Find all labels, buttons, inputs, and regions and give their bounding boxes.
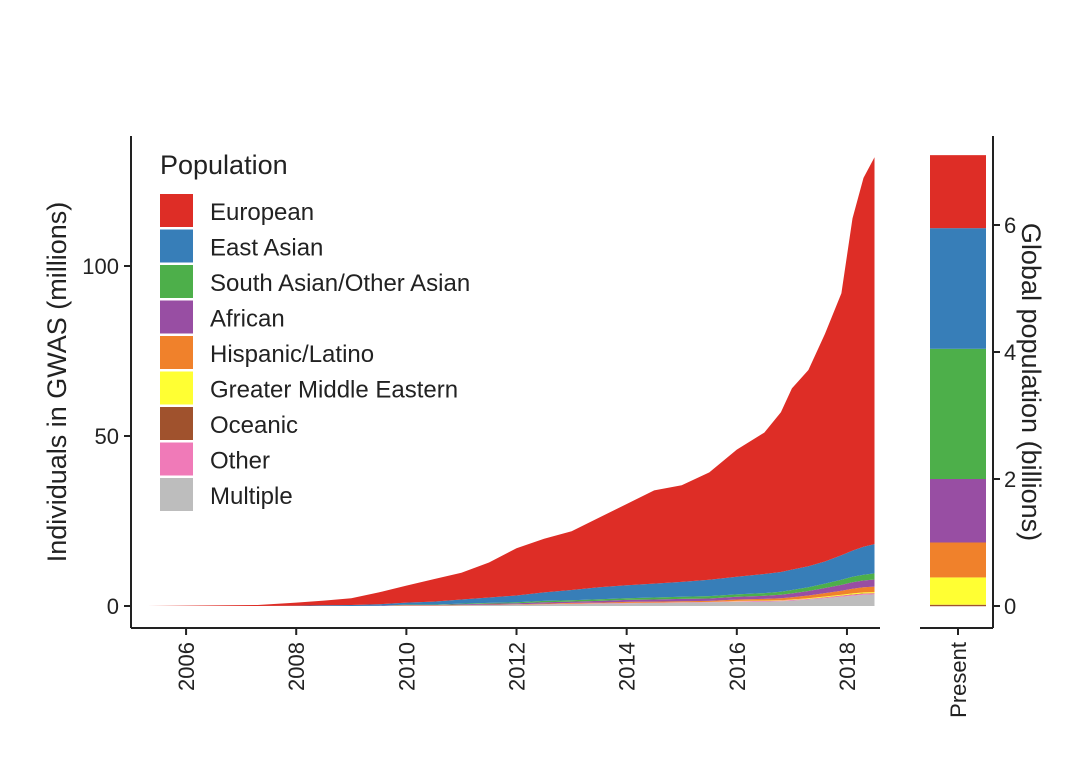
x-tick-label: 2008 (284, 642, 309, 691)
side-y-axis-ticks: 0 2 4 6 (993, 213, 1016, 619)
legend-swatch-african (160, 300, 193, 334)
x-tick-label: 2012 (505, 642, 530, 691)
legend-swatch-east-asian (160, 229, 193, 263)
x-axis-ticks: 2006 2008 2010 2012 2014 2016 2018 (174, 628, 860, 691)
bar-segment-east-asian (930, 228, 986, 349)
x-tick-label: 2016 (725, 642, 750, 691)
area-south-asian-other-asian (147, 573, 875, 606)
bar-segment-hispanic-latino (930, 542, 986, 578)
area-multiple (147, 594, 875, 606)
area-east-asian (147, 544, 875, 606)
side-y-tick-label: 0 (1004, 594, 1016, 619)
y-tick-label: 100 (82, 254, 119, 279)
legend-swatch-south-asian-other-asian (160, 265, 193, 298)
bar-segment-oceanic (930, 604, 986, 607)
side-x-axis-ticks: Present (946, 628, 971, 718)
area-european (147, 157, 875, 606)
side-y-axis-label: Global population (billions) (1016, 223, 1046, 541)
legend-label-multiple: Multiple (210, 483, 293, 510)
y-tick-label: 50 (95, 424, 119, 449)
legend-items: European East Asian South Asian/Other Asia… (160, 194, 470, 511)
area-hispanic-latino (147, 586, 875, 606)
legend-label-hispanic-latino: Hispanic/Latino (210, 341, 374, 368)
legend-label-south-asian-other-asian: South Asian/Other Asian (210, 270, 470, 297)
x-tick-label: 2018 (835, 642, 860, 691)
legend-title: Population (160, 150, 288, 180)
legend-swatch-hispanic-latino (160, 336, 193, 369)
legend-label-other: Other (210, 448, 270, 475)
bar-segment-greater-middle-eastern (930, 577, 986, 605)
legend-label-greater-middle-eastern: Greater Middle Eastern (210, 377, 458, 404)
bar-segment-south-asian-other-asian (930, 348, 986, 479)
main-panel: 0 50 100 2006 2008 2010 2012 2014 2016 2018 Indi… (42, 136, 880, 691)
side-panel: 0 2 4 6 Present Global population (billions… (920, 136, 1046, 718)
x-tick-label: 2010 (394, 642, 419, 691)
stacked-area-series (147, 157, 875, 606)
side-y-tick-label: 6 (1004, 213, 1016, 238)
legend-label-european: European (210, 199, 314, 226)
legend-label-oceanic: Oceanic (210, 412, 298, 439)
stacked-bar-series (930, 155, 986, 607)
area-african (147, 579, 875, 606)
legend-swatch-greater-middle-eastern (160, 371, 193, 405)
legend-swatch-european (160, 194, 193, 227)
side-y-tick-label: 2 (1004, 467, 1016, 492)
legend-label-african: African (210, 306, 285, 333)
y-tick-label: 0 (107, 594, 119, 619)
x-tick-label: 2014 (615, 642, 640, 691)
bar-segment-african (930, 479, 986, 543)
side-x-tick-label: Present (946, 642, 971, 718)
legend-label-east-asian: East Asian (210, 235, 323, 262)
bar-segment-european (930, 155, 986, 229)
x-tick-label: 2006 (174, 642, 199, 691)
legend: Population European East Asian South Asian… (160, 150, 470, 511)
legend-swatch-other (160, 442, 193, 476)
side-y-tick-label: 4 (1004, 340, 1016, 365)
legend-swatch-oceanic (160, 407, 193, 440)
y-axis-label: Individuals in GWAS (millions) (42, 202, 72, 563)
y-axis-ticks: 0 50 100 (82, 254, 131, 619)
legend-swatch-multiple (160, 478, 193, 511)
